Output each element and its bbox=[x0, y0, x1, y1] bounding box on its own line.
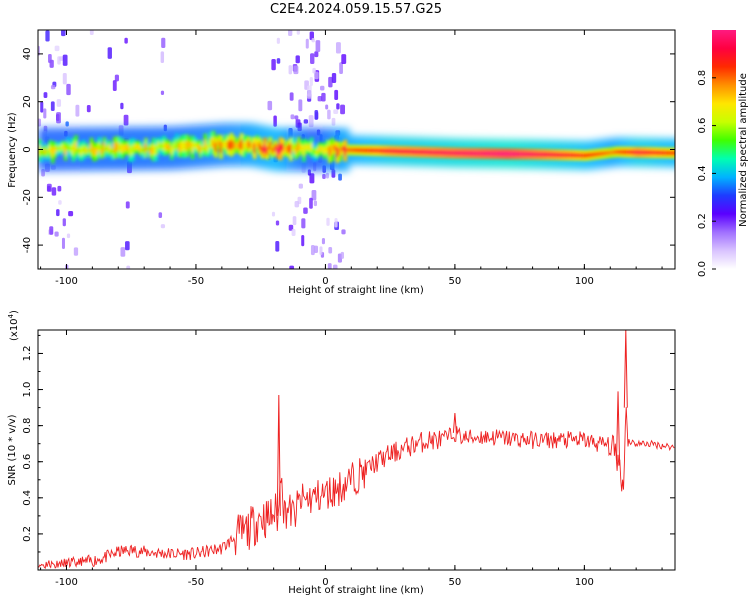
snr-xtick-label: -50 bbox=[188, 577, 204, 588]
spectrogram-xtick-label: 100 bbox=[575, 276, 594, 287]
colorbar-label: Normalized spectral amplitude bbox=[738, 73, 749, 227]
snr-spike bbox=[276, 394, 281, 516]
spectrogram-xtick-label: 0 bbox=[322, 276, 328, 287]
snr-frame bbox=[37, 329, 676, 571]
snr-scale-note-base: (x10 bbox=[9, 318, 20, 341]
colorbar-tick-label: 0.0 bbox=[697, 261, 708, 277]
colorbar-tick-label: 0.6 bbox=[697, 118, 708, 134]
figure-title: C2E4.2024.059.15.57.G25 bbox=[270, 2, 442, 17]
snr-scale-note: (x104) bbox=[7, 310, 20, 341]
colorbar-tick-label: 0.4 bbox=[697, 165, 708, 181]
spectrogram-xtick-label: 50 bbox=[449, 276, 462, 287]
snr-spike bbox=[623, 330, 628, 408]
spectrogram-xlabel: Height of straight line (km) bbox=[288, 285, 424, 296]
colorbar: 0.0 0.2 0.4 0.6 0.8 Normalized spectral ampl… bbox=[697, 30, 749, 277]
snr-xtick-label: 50 bbox=[449, 577, 462, 588]
snr-ytick-label: 0.8 bbox=[22, 418, 33, 434]
colorbar-tick-label: 0.2 bbox=[697, 213, 708, 229]
snr-ytick-label: 0.2 bbox=[22, 526, 33, 542]
spectrogram-ytick-label: -20 bbox=[22, 189, 33, 205]
snr-ytick-label: 0.4 bbox=[22, 490, 33, 506]
spectral-ridge bbox=[38, 130, 675, 164]
svg-text:(x104): (x104) bbox=[7, 310, 20, 341]
snr-ytick-label: 0.6 bbox=[22, 454, 33, 470]
snr-axes: -100 -50 0 50 100 0.2 0.4 0.6 0.8 1.0 1.2 bbox=[22, 330, 675, 588]
spectrogram-ylabel: Frequency (Hz) bbox=[7, 112, 18, 188]
colorbar-tick-label: 0.8 bbox=[697, 70, 708, 86]
snr-plot-area bbox=[38, 330, 675, 570]
snr-ytick-label: 1.0 bbox=[22, 382, 33, 398]
colorbar-gradient bbox=[712, 30, 736, 269]
colorbar-ticks: 0.0 0.2 0.4 0.6 0.8 bbox=[697, 70, 716, 277]
spectrogram-xtick-label: -100 bbox=[55, 276, 78, 287]
snr-xtick-label: 100 bbox=[575, 577, 594, 588]
snr-spike bbox=[616, 391, 621, 461]
snr-ylabel: SNR (10 * v/v) bbox=[7, 414, 18, 485]
snr-xlabel: Height of straight line (km) bbox=[288, 585, 424, 596]
snr-line bbox=[38, 407, 675, 569]
snr-scale-note-end: ) bbox=[9, 310, 20, 314]
snr-xtick-label: 0 bbox=[322, 577, 328, 588]
spectrogram-xtick-label: -50 bbox=[188, 276, 204, 287]
spectrogram-ytick-label: -40 bbox=[22, 237, 33, 253]
snr-xtick-label: -100 bbox=[55, 577, 78, 588]
spectrogram-image bbox=[38, 30, 675, 269]
spectrogram-ytick-label: 40 bbox=[22, 48, 33, 61]
snr-spike bbox=[452, 412, 457, 433]
spectrogram-axes: -100 -50 0 50 100 -40 -20 0 20 40 bbox=[22, 30, 675, 287]
snr-panel: -100 -50 0 50 100 0.2 0.4 0.6 0.8 1.0 1.2 Height o… bbox=[7, 310, 676, 596]
snr-ytick-label: 1.2 bbox=[22, 346, 33, 362]
spectrogram-ytick-label: 0 bbox=[22, 146, 33, 152]
snr-scale-note-exp: 4 bbox=[7, 313, 15, 318]
spectrogram-panel: -100 -50 0 50 100 -40 -20 0 20 40 Height of strai… bbox=[7, 29, 676, 296]
snr-series bbox=[38, 330, 675, 569]
spectrogram-ytick-label: 20 bbox=[22, 95, 33, 108]
